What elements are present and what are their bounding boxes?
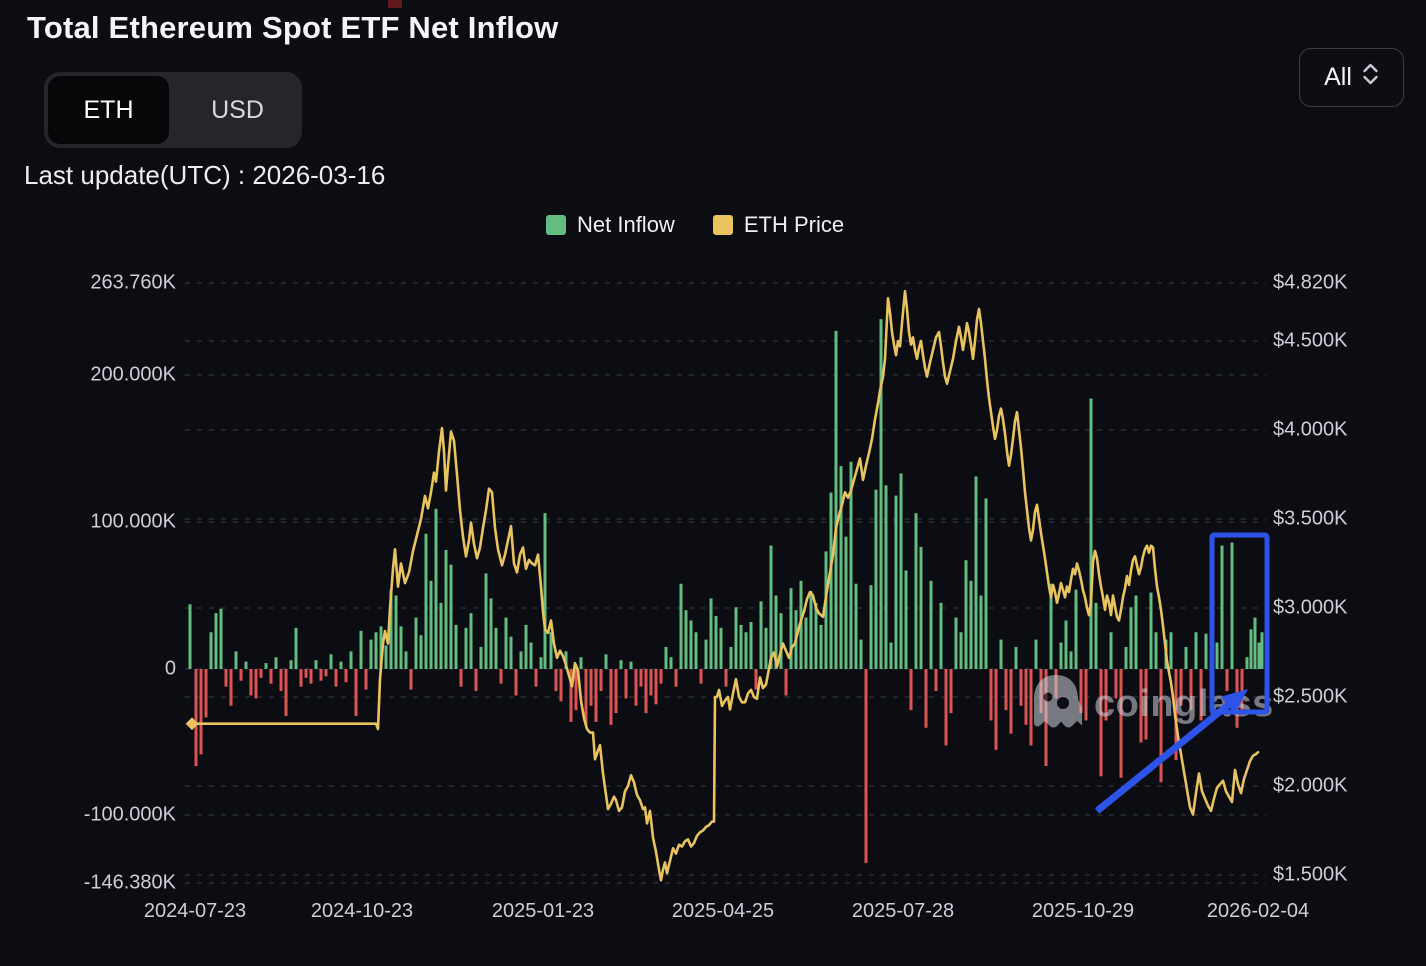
legend-item-net-inflow[interactable]: Net Inflow	[546, 212, 675, 238]
left-axis-tick-label: -146.380K	[83, 871, 176, 894]
right-axis-tick-label: $1.500K	[1273, 863, 1348, 886]
right-axis-tick-label: $2.500K	[1273, 685, 1348, 708]
watermark-text: coinglass	[1094, 683, 1274, 725]
eth-price-swatch	[712, 215, 733, 235]
legend-label-net-inflow: Net Inflow	[577, 212, 675, 237]
right-axis-tick-label: $4.820K	[1273, 271, 1348, 294]
coinglass-watermark: coinglass	[1030, 672, 1274, 737]
eth-price-line	[190, 289, 1260, 882]
coinglass-logo-icon	[1030, 672, 1088, 737]
left-axis-tick-label: 100.000K	[90, 510, 176, 533]
right-axis-tick-label: $4.000K	[1273, 418, 1348, 441]
chevron-up-down-icon	[1362, 62, 1379, 93]
right-axis-tick-label: $4.500K	[1273, 329, 1348, 352]
x-axis-tick-label: 2025-01-23	[491, 900, 595, 922]
right-axis-tick-label: $3.000K	[1273, 596, 1348, 619]
gridlines	[185, 282, 1266, 884]
right-axis-tick-label: $3.500K	[1273, 507, 1348, 530]
tab-eth[interactable]: ETH	[48, 76, 169, 144]
net-inflow-swatch	[546, 215, 566, 235]
x-axis-tick-label: 2024-10-23	[310, 900, 414, 922]
right-axis-tick-label: $2.000K	[1273, 774, 1348, 797]
x-axis-tick-label: 2026-02-04	[1206, 900, 1310, 922]
time-range-value: All	[1324, 63, 1352, 91]
highlight-box-annotation	[1209, 532, 1270, 715]
tab-usd[interactable]: USD	[211, 95, 264, 124]
x-axis-tick-label: 2025-04-25	[671, 900, 775, 922]
left-axis-tick-label: -100.000K	[83, 803, 176, 826]
left-axis-tick-label: 200.000K	[90, 363, 176, 386]
unit-toggle: ETH USD	[44, 72, 302, 148]
x-axis-tick-label: 2024-07-23	[143, 900, 247, 922]
x-axis-tick-label: 2025-07-28	[851, 900, 955, 922]
last-update-label: Last update(UTC) : 2026-03-16	[24, 160, 386, 190]
left-axis-tick-label: 263.760K	[90, 271, 176, 294]
legend-item-eth-price[interactable]: ETH Price	[712, 212, 845, 238]
arrow-annotation-head	[1220, 689, 1248, 714]
chart-legend: Net Inflow ETH Price	[546, 212, 844, 238]
page-title: Total Ethereum Spot ETF Net Inflow	[27, 10, 559, 45]
top-edge-red-artifact	[388, 0, 402, 8]
time-range-select[interactable]: All	[1299, 48, 1404, 107]
x-axis-tick-label: 2025-10-29	[1031, 900, 1135, 922]
legend-label-eth-price: ETH Price	[743, 212, 845, 237]
left-axis-tick-label: 0	[164, 657, 176, 680]
arrow-annotation-shaft	[1094, 700, 1234, 814]
